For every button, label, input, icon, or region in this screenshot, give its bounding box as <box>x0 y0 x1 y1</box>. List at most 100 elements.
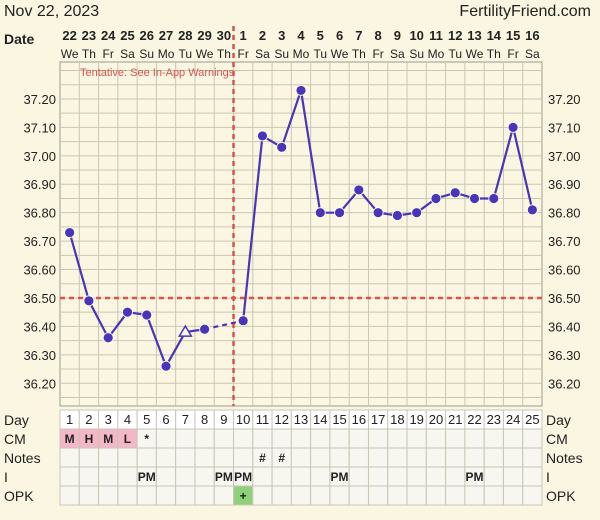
table-cell <box>483 447 504 468</box>
table-cell <box>348 466 369 487</box>
table-cell-value: 18 <box>390 412 404 427</box>
table-cell-value: 15 <box>332 412 346 427</box>
date-label: 24 <box>101 28 116 43</box>
temperature-point <box>257 130 268 142</box>
table-cell-value: 13 <box>294 412 308 427</box>
temperature-point <box>372 207 384 219</box>
temperature-point <box>449 187 461 199</box>
table-cell-value: 9 <box>220 412 227 427</box>
table-cell <box>252 428 273 449</box>
table-cell <box>406 485 427 506</box>
table-cell <box>98 466 119 487</box>
table-cell <box>194 466 215 487</box>
temperature-point <box>199 323 211 335</box>
table-cell <box>290 428 312 449</box>
table-cell <box>425 447 447 468</box>
weekday-label: Mo <box>428 47 445 61</box>
weekday-label: Sa <box>390 47 405 61</box>
y-tick-label-left: 36.80 <box>23 206 56 221</box>
y-tick-label-left: 36.60 <box>23 263 56 278</box>
y-tick-label-left: 36.50 <box>23 291 56 306</box>
table-cell <box>425 466 447 487</box>
temperature-line <box>492 127 515 199</box>
weekday-label: Sa <box>255 47 270 61</box>
date-label: 13 <box>467 28 481 43</box>
table-row-label-left: Day <box>4 412 29 428</box>
table-cell <box>310 485 331 506</box>
table-cell <box>367 428 389 449</box>
table-row-label-right: CM <box>546 431 568 447</box>
weekday-label: Fr <box>103 47 114 61</box>
table-cell-value: 21 <box>448 412 462 427</box>
table-cell <box>136 447 157 468</box>
y-tick-label-left: 37.10 <box>23 120 56 135</box>
table-cell <box>194 447 215 468</box>
table-cell-value: 8 <box>201 412 208 427</box>
y-tick-label-right: 36.90 <box>548 177 581 192</box>
weekday-label: Mo <box>293 47 310 61</box>
temperature-point <box>488 193 500 204</box>
table-cell-value: 19 <box>409 412 423 427</box>
date-label: 10 <box>409 28 423 43</box>
date-label: 6 <box>336 28 343 43</box>
y-tick-label-right: 36.30 <box>548 348 581 363</box>
weekday-label: Su <box>409 47 424 61</box>
table-cell <box>59 447 80 468</box>
table-cell <box>213 428 235 449</box>
date-label: 27 <box>159 28 173 43</box>
y-tick-label-right: 36.50 <box>548 291 581 306</box>
table-cell <box>387 485 408 506</box>
temperature-point <box>507 121 519 133</box>
table-cell <box>348 485 369 506</box>
y-tick-label-left: 36.20 <box>23 376 56 391</box>
table-cell-value: 23 <box>487 412 501 427</box>
table-cell <box>233 447 254 468</box>
table-cell-value: + <box>240 489 247 503</box>
table-cell <box>136 485 157 506</box>
temperature-point <box>469 193 480 204</box>
date-label: 15 <box>506 28 520 43</box>
table-cell <box>445 447 466 468</box>
date-label: 29 <box>197 28 211 43</box>
table-cell-value: # <box>278 451 285 465</box>
plot-area <box>59 61 543 407</box>
temperature-line-dashed <box>204 319 244 331</box>
table-cell-value: 1 <box>66 412 73 427</box>
table-cell-value: M <box>65 432 75 446</box>
table-cell <box>445 428 466 449</box>
table-row-label-right: Day <box>546 412 571 428</box>
table-cell <box>194 428 215 449</box>
date-label: 25 <box>120 28 134 43</box>
y-tick-label-right: 36.20 <box>548 376 581 391</box>
table-cell <box>59 466 80 487</box>
temperature-point <box>64 227 76 238</box>
table-cell-value: 3 <box>105 412 112 427</box>
date-label: 28 <box>178 28 192 43</box>
date-label: 11 <box>429 28 443 43</box>
y-tick-label-right: 36.40 <box>548 319 581 334</box>
temperature-point <box>314 207 326 219</box>
table-cell <box>367 447 389 468</box>
table-cell <box>329 428 350 449</box>
table-cell <box>522 466 543 487</box>
table-cell <box>290 485 312 506</box>
temperature-point <box>83 295 95 307</box>
table-cell <box>348 428 369 449</box>
warning-text: Tentative: See In-App Warnings <box>80 67 235 79</box>
weekday-label: We <box>61 47 79 61</box>
table-cell <box>522 428 543 449</box>
table-cell-value: PM <box>331 470 349 484</box>
table-cell <box>464 447 485 468</box>
table-cell-value: H <box>85 432 94 446</box>
table-cell <box>233 428 254 449</box>
temperature-line <box>165 331 187 367</box>
date-label: 1 <box>240 28 247 43</box>
y-tick-label-right: 37.20 <box>548 92 581 107</box>
table-cell-value: 14 <box>313 412 327 427</box>
date-label: 9 <box>394 28 401 43</box>
date-label: 7 <box>355 28 362 43</box>
table-cell <box>98 485 119 506</box>
y-tick-label-right: 37.00 <box>548 149 581 164</box>
